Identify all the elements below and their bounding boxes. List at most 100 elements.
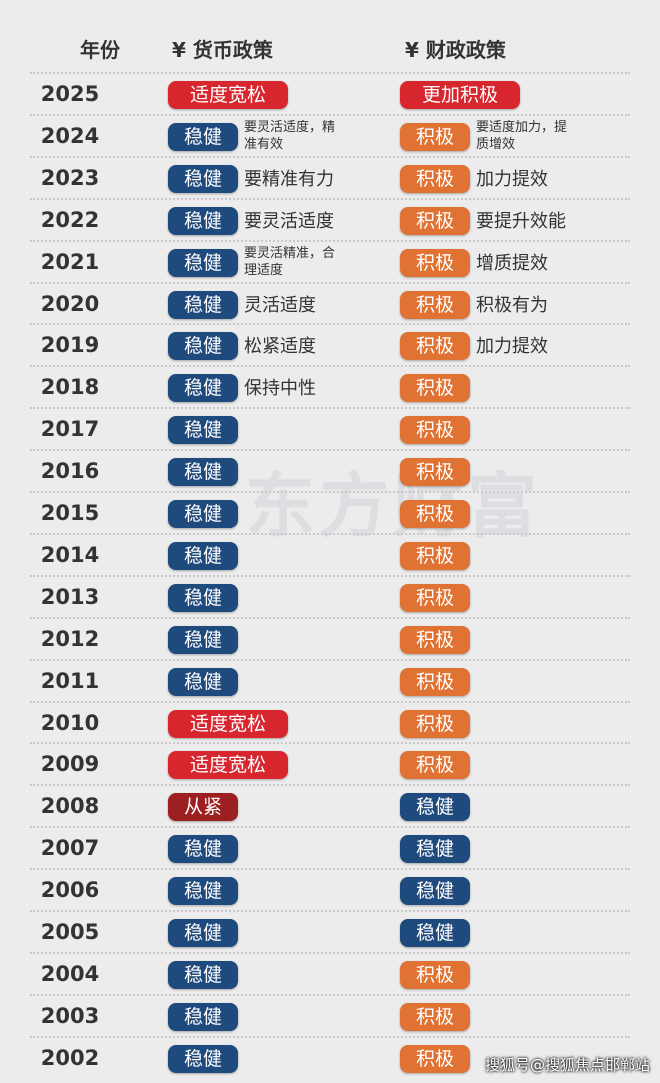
year: 2008: [40, 794, 100, 819]
year: 2011: [40, 668, 100, 693]
fiscal-badge: 积极: [400, 541, 470, 570]
table-row: 2015 稳健 积极: [30, 491, 630, 535]
fiscal-note: 增质提效: [476, 252, 548, 274]
year: 2015: [40, 501, 100, 525]
year: 2021: [40, 249, 100, 274]
monetary-note: 要灵活适度，精准有效: [244, 119, 336, 152]
table-row: 2021 稳健 要灵活精准，合理适度 积极 增质提效: [30, 239, 630, 284]
fiscal-badge: 积极: [400, 458, 470, 487]
fiscal-badge: 积极: [400, 625, 470, 654]
monetary-badge: 稳健: [168, 458, 238, 487]
table-row: 2022 稳健 要灵活适度 积极 要提升效能: [30, 197, 630, 242]
monetary-badge: 稳健: [168, 290, 238, 319]
year: 2025: [40, 82, 100, 106]
fiscal-badge: 更加积极: [400, 81, 520, 109]
monetary-badge: 稳健: [168, 164, 238, 193]
fiscal-badge: 积极: [400, 1002, 470, 1031]
monetary-badge: 稳健: [168, 541, 238, 570]
fiscal-badge: 积极: [400, 667, 470, 696]
monetary-badge: 适度宽松: [168, 751, 288, 780]
monetary-badge: 稳健: [168, 248, 238, 277]
monetary-badge: 稳健: [168, 416, 238, 445]
year: 2018: [40, 375, 100, 400]
year: 2002: [40, 1045, 100, 1070]
fiscal-badge: 稳健: [400, 919, 470, 947]
fiscal-badge: 积极: [400, 122, 470, 151]
header-monetary: ¥ 货币政策: [172, 38, 273, 62]
monetary-note: 灵活适度: [244, 294, 316, 316]
year: 2006: [40, 878, 100, 903]
table-row: 2006 稳健 稳健: [30, 868, 630, 912]
year: 2004: [40, 961, 100, 986]
fiscal-badge: 积极: [400, 500, 470, 528]
fiscal-note: 积极有为: [476, 294, 548, 316]
fiscal-badge: 积极: [400, 709, 470, 738]
table-row: 2025 适度宽松 更加积极: [30, 72, 630, 116]
monetary-badge: 稳健: [168, 1044, 238, 1073]
table-row: 2011 稳健 积极: [30, 658, 630, 703]
year: 2012: [40, 626, 100, 651]
fiscal-badge: 积极: [400, 332, 470, 361]
fiscal-badge: 稳健: [400, 877, 470, 906]
table-row: 2007 稳健 稳健: [30, 826, 630, 870]
year: 2017: [40, 417, 100, 442]
table-row: 2019 稳健 松紧适度 积极 加力提效: [30, 323, 630, 367]
table-row: 2009 适度宽松 积极: [30, 742, 630, 786]
monetary-badge: 稳健: [168, 919, 238, 947]
table-row: 2002 稳健 积极: [30, 1035, 630, 1080]
fiscal-note: 要适度加力，提质增效: [476, 119, 568, 152]
year: 2003: [40, 1003, 100, 1028]
table-row: 2023 稳健 要精准有力 积极 加力提效: [30, 155, 630, 200]
fiscal-note: 加力提效: [476, 336, 548, 358]
year: 2022: [40, 207, 100, 232]
year: 2024: [40, 123, 100, 148]
fiscal-badge: 积极: [400, 164, 470, 193]
monetary-badge: 稳健: [168, 500, 238, 528]
table-row: 2003 稳健 积极: [30, 993, 630, 1038]
monetary-badge: 从紧: [168, 793, 238, 822]
fiscal-badge: 积极: [400, 960, 470, 989]
table-row: 2013 稳健 积极: [30, 574, 630, 619]
fiscal-note: 要提升效能: [476, 210, 566, 232]
monetary-badge: 稳健: [168, 332, 238, 361]
monetary-badge: 稳健: [168, 667, 238, 696]
year: 2020: [40, 291, 100, 316]
year: 2010: [40, 710, 100, 735]
monetary-badge: 稳健: [168, 122, 238, 151]
monetary-note: 要灵活适度: [244, 210, 334, 232]
source: 搜狐号@搜狐焦点邯郸站: [484, 1056, 650, 1074]
fiscal-badge: 稳健: [400, 835, 470, 864]
header-fiscal: ¥ 财政政策: [405, 38, 506, 62]
fiscal-note: 加力提效: [476, 168, 548, 190]
table-row: 2014 稳健 积极: [30, 532, 630, 577]
header-year: 年份: [80, 38, 120, 62]
monetary-badge: 适度宽松: [168, 81, 288, 109]
table-row: 2008 从紧 稳健: [30, 784, 630, 828]
year: 2016: [40, 459, 100, 484]
monetary-badge: 稳健: [168, 1002, 238, 1031]
year: 2023: [40, 165, 100, 190]
monetary-note: 保持中性: [244, 378, 316, 400]
year: 2014: [40, 542, 100, 567]
year: 2007: [40, 836, 100, 861]
monetary-badge: 适度宽松: [168, 709, 288, 738]
monetary-badge: 稳健: [168, 625, 238, 654]
monetary-badge: 稳健: [168, 960, 238, 989]
year: 2013: [40, 584, 100, 609]
monetary-note: 要精准有力: [244, 168, 334, 190]
fiscal-badge: 稳健: [400, 793, 470, 822]
table-row: 2012 稳健 积极: [30, 616, 630, 661]
fiscal-badge: 积极: [400, 416, 470, 445]
table-row: 2010 适度宽松 积极: [30, 700, 630, 745]
fiscal-badge: 积极: [400, 583, 470, 612]
table-row: 2024 稳健 要灵活适度，精准有效 积极 要适度加力，提质增效: [30, 113, 630, 158]
fiscal-badge: 积极: [400, 248, 470, 277]
monetary-badge: 稳健: [168, 374, 238, 403]
year: 2009: [40, 752, 100, 777]
table-row: 2020 稳健 灵活适度 积极 积极有为: [30, 281, 630, 326]
monetary-badge: 稳健: [168, 835, 238, 864]
table-row: 2004 稳健 积极: [30, 951, 630, 996]
fiscal-badge: 积极: [400, 374, 470, 403]
monetary-badge: 稳健: [168, 583, 238, 612]
